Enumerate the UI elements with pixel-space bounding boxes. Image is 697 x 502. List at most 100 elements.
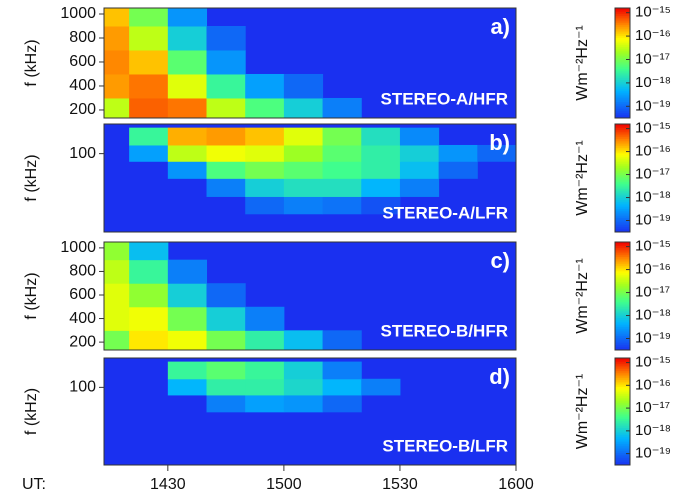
colorbar-step: [615, 422, 630, 425]
colorbar-step: [615, 252, 630, 256]
heatmap-cell: [322, 161, 362, 179]
colorbar-step: [615, 306, 630, 310]
heatmap-cell: [245, 144, 285, 162]
colorbar-step: [615, 368, 630, 371]
colorbar-step: [615, 301, 630, 304]
colorbar-step: [615, 463, 630, 466]
panel-title: STEREO-B/LFR: [382, 436, 508, 455]
heatmap-cell: [167, 283, 208, 308]
colorbar-step: [615, 339, 630, 342]
heatmap: [129, 127, 516, 215]
y-tick-label: 600: [69, 53, 96, 70]
colorbar-step: [615, 288, 630, 292]
colorbar-step: [615, 450, 630, 454]
heatmap-cell: [245, 73, 285, 99]
heatmap-cell: [245, 394, 285, 413]
heatmap-cell: [283, 97, 324, 118]
colorbar-step: [615, 116, 630, 119]
colorbar-step: [615, 429, 630, 432]
colorbar-tick-label: 10⁻¹⁶: [635, 376, 671, 393]
colorbar-step: [615, 243, 630, 247]
colorbar-step: [615, 438, 630, 441]
colorbar-tick-label: 10⁻¹⁸: [635, 307, 671, 324]
heatmap-cell: [206, 378, 246, 396]
colorbar-step: [615, 221, 630, 224]
heatmap-cell: [129, 8, 169, 27]
colorbar-label: Wm⁻²Hz⁻¹: [574, 374, 591, 450]
colorbar-step: [615, 75, 630, 79]
heatmap-cell: [322, 178, 362, 197]
colorbar-step: [615, 196, 630, 199]
colorbar-tick-label: 10⁻¹⁷: [635, 166, 670, 183]
heatmap-cell: [245, 378, 285, 396]
heatmap-cell: [167, 127, 208, 146]
colorbar-step: [615, 83, 630, 86]
heatmap-cell: [322, 97, 362, 118]
colorbar-step: [615, 296, 630, 299]
colorbar-step: [615, 399, 630, 402]
colorbar-step: [615, 384, 630, 388]
x-tick-label: 1530: [382, 476, 418, 493]
colorbar-step: [615, 228, 630, 231]
colorbar-tick-label: 10⁻¹⁷: [635, 50, 670, 67]
colorbar-step: [615, 140, 630, 143]
colorbar-step: [615, 366, 630, 370]
colorbar-step: [615, 308, 630, 311]
colorbar-step: [615, 323, 630, 326]
colorbar-step: [615, 52, 630, 55]
colorbar-step: [615, 42, 630, 46]
heatmap-cell: [399, 161, 440, 179]
colorbar-step: [615, 454, 630, 457]
colorbar-step: [615, 103, 630, 106]
colorbar-step: [615, 125, 630, 129]
heatmap-cell: [104, 49, 130, 75]
colorbar-tick-label: 10⁻¹⁷: [635, 399, 670, 416]
colorbar-step: [615, 15, 630, 18]
colorbar-step: [615, 251, 630, 254]
colorbar-label: Wm⁻²Hz⁻¹: [574, 258, 591, 334]
panel-label: d): [489, 364, 510, 389]
colorbar-step: [615, 270, 630, 274]
plot-frame: [103, 123, 517, 233]
colorbar-step: [615, 134, 630, 138]
colorbar-step: [615, 459, 630, 462]
colorbar-step: [615, 269, 630, 272]
heatmap-cell: [361, 178, 401, 197]
heatmap-cell: [129, 144, 169, 162]
colorbar-step: [615, 181, 630, 184]
colorbar-step: [615, 165, 630, 168]
colorbar-step: [615, 425, 630, 429]
colorbar-step: [615, 344, 630, 347]
heatmap-cell: [283, 144, 324, 162]
x-tick-label: 1600: [498, 476, 534, 493]
colorbar-step: [615, 391, 630, 395]
colorbar-step: [615, 423, 630, 427]
heatmap-cell: [322, 330, 362, 350]
heatmap-cell: [167, 25, 208, 51]
heatmap-cell: [129, 283, 169, 308]
colorbar-step: [615, 272, 630, 275]
heatmap-cell: [399, 178, 440, 197]
colorbar-step: [615, 324, 630, 328]
colorbar-step: [615, 303, 630, 306]
colorbar-step: [615, 68, 630, 71]
colorbar-step: [615, 305, 630, 308]
colorbar-step: [615, 26, 630, 29]
colorbar-step: [615, 274, 630, 277]
heatmap-cell: [361, 196, 401, 215]
plot-frame: [103, 7, 517, 119]
colorbar-step: [615, 258, 630, 261]
colorbar-step: [615, 445, 630, 448]
colorbar-step: [615, 217, 630, 220]
colorbar-step: [615, 440, 630, 443]
colorbar-step: [615, 406, 630, 409]
colorbar-step: [615, 206, 630, 210]
heatmap-cell: [283, 73, 324, 99]
panel-label: b): [489, 130, 510, 155]
colorbar-step: [615, 328, 630, 331]
colorbar-step: [615, 88, 630, 91]
colorbar-step: [615, 409, 630, 412]
colorbar-step: [615, 382, 630, 386]
colorbar-step: [615, 314, 630, 317]
